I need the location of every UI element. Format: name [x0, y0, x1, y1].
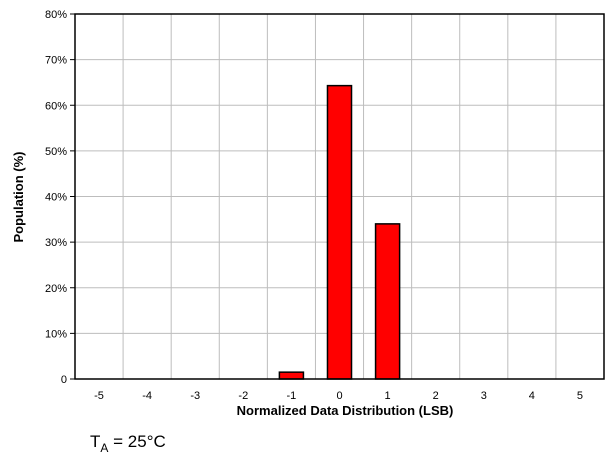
x-tick-label: -5	[94, 390, 104, 402]
bar-series	[278, 84, 401, 380]
temperature-annotation: TA = 25°C	[90, 432, 166, 455]
x-tick-label: -2	[238, 390, 248, 402]
x-tick-label: 1	[385, 390, 391, 402]
y-tick-label: 70%	[45, 55, 67, 67]
x-tick-label: 5	[577, 390, 583, 402]
x-tick-label: 3	[481, 390, 487, 402]
temperature-subscript: A	[100, 441, 108, 455]
temperature-value: = 25°C	[108, 432, 165, 451]
y-tick-label: 40%	[45, 192, 67, 204]
y-axis-title: Population (%)	[11, 152, 26, 243]
bar	[278, 371, 305, 380]
y-tick-label: 50%	[45, 146, 67, 158]
x-axis-title: Normalized Data Distribution (LSB)	[237, 403, 454, 418]
bar	[326, 84, 353, 380]
x-tick-label: 0	[336, 390, 342, 402]
x-tick-label: -1	[287, 390, 297, 402]
x-tick-labels: -5 -4 -3 -2 -1 0 1 2 3 4 5	[94, 390, 583, 402]
bar	[374, 223, 401, 380]
y-tick-label: 30%	[45, 237, 67, 249]
y-tick-label: 60%	[45, 100, 67, 112]
x-tick-label: 4	[529, 390, 535, 402]
x-tick-label: -4	[142, 390, 152, 402]
y-tick-label: 10%	[45, 328, 67, 340]
y-tick-label: 80%	[45, 9, 67, 21]
temperature-symbol: T	[90, 432, 100, 451]
y-tick-labels: 0 10% 20% 30% 40% 50% 60% 70% 80%	[45, 9, 75, 386]
x-tick-label: -3	[190, 390, 200, 402]
y-tick-label: 0	[61, 374, 67, 386]
y-tick-label: 20%	[45, 283, 67, 295]
x-tick-label: 2	[433, 390, 439, 402]
